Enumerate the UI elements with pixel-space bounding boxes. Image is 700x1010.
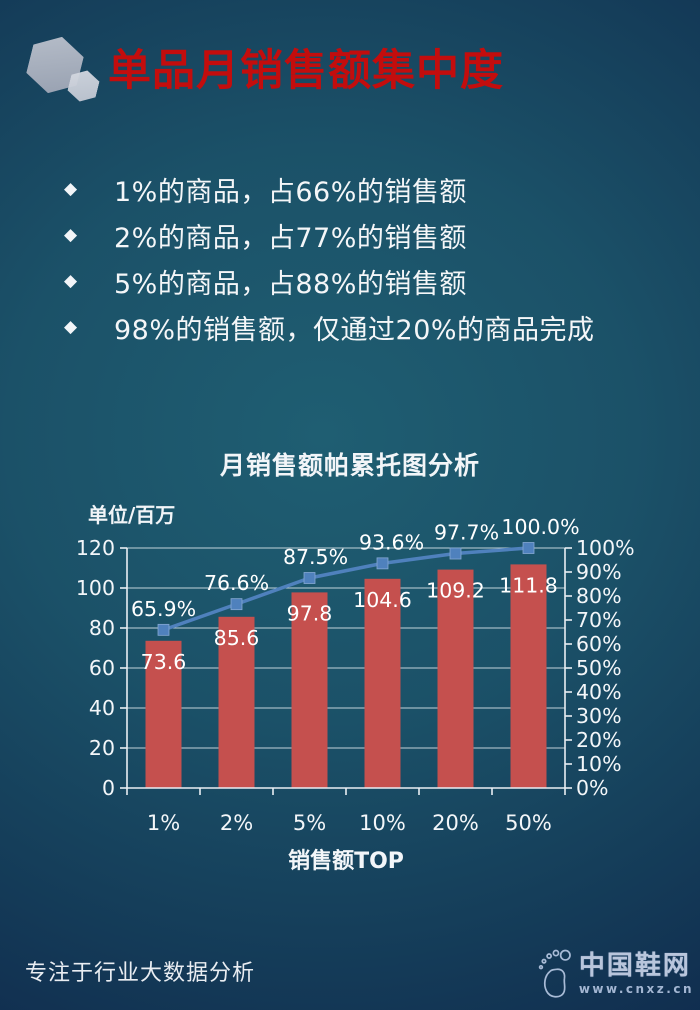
- left-tick-label: 20: [89, 736, 115, 760]
- hexagon-logo-icon: [26, 34, 104, 104]
- list-item: ◆ 1%的商品，占66%的销售额: [64, 174, 664, 208]
- right-tick-label: 20%: [576, 728, 622, 752]
- left-tick-label: 80: [89, 616, 115, 640]
- x-category-label: 10%: [359, 811, 406, 835]
- percent-label: 87.5%: [283, 545, 348, 569]
- x-category-label: 50%: [505, 811, 552, 835]
- pareto-chart: 73.6 85.6 97.8 104.6 109.2 111.8 0 20 40 60 80 100 1…: [76, 515, 635, 874]
- chart-title: 月销售额帕累托图分析: [219, 451, 480, 480]
- diamond-bullet-icon: ◆: [64, 316, 78, 337]
- y-axis-unit-label: 单位/百万: [88, 503, 176, 527]
- list-item: ◆ 5%的商品，占88%的销售额: [64, 266, 664, 300]
- line-marker: [449, 547, 462, 560]
- line-marker: [303, 572, 316, 584]
- bar-2%: [218, 616, 255, 788]
- percent-label: 76.6%: [204, 571, 269, 595]
- bar-50%: [510, 564, 547, 788]
- key-facts-list: ◆ 1%的商品，占66%的销售额 ◆ 2%的商品，占77%的销售额 ◆ 5%的商…: [64, 174, 664, 358]
- list-item: ◆ 98%的销售额，仅通过20%的商品完成: [64, 312, 664, 346]
- percent-label: 65.9%: [131, 597, 196, 621]
- list-item: ◆ 2%的商品，占77%的销售额: [64, 220, 664, 254]
- right-tick-label: 90%: [576, 560, 622, 584]
- bar-value-label: 109.2: [426, 579, 485, 603]
- right-tick-label: 80%: [576, 584, 622, 608]
- percent-label: 97.7%: [434, 521, 499, 545]
- cumulative-line: [162, 546, 529, 632]
- diamond-bullet-icon: ◆: [64, 270, 78, 291]
- percent-label: 93.6%: [359, 530, 424, 554]
- right-tick-label: 30%: [576, 704, 622, 728]
- bar-5%: [291, 592, 328, 788]
- left-tick-label: 40: [89, 696, 115, 720]
- brand-text-block: 中国鞋网 www.cnxz.cn: [579, 952, 694, 997]
- x-category-label: 1%: [147, 811, 180, 835]
- bullet-text: 98%的销售额，仅通过20%的商品完成: [114, 314, 595, 346]
- bar-value-label: 97.8: [287, 601, 333, 625]
- footer-tagline: 专注于行业大数据分析: [25, 961, 256, 986]
- x-axis-title: 销售额TOP: [288, 848, 404, 874]
- brand-url: www.cnxz.cn: [578, 982, 694, 997]
- page-title: 单品月销售额集中度: [108, 46, 504, 96]
- bar-1%: [145, 640, 182, 788]
- bullet-text: 5%的商品，占88%的销售额: [114, 268, 467, 300]
- bullet-text: 1%的商品，占66%的销售额: [114, 176, 467, 208]
- bar-20%: [437, 569, 474, 788]
- right-tick-label: 60%: [576, 632, 622, 656]
- diamond-bullet-icon: ◆: [64, 224, 78, 245]
- left-tick-label: 100: [76, 576, 115, 600]
- x-category-label: 20%: [432, 811, 479, 835]
- right-tick-label: 10%: [576, 752, 622, 776]
- right-tick-label: 50%: [576, 656, 622, 680]
- bar-value-label: 111.8: [499, 573, 558, 597]
- bar-value-label: 104.6: [353, 588, 412, 612]
- line-marker: [157, 623, 170, 636]
- line-marker: [522, 542, 535, 554]
- bar-10%: [364, 578, 401, 788]
- diamond-bullet-icon: ◆: [64, 178, 78, 199]
- brand-name: 中国鞋网: [578, 950, 691, 981]
- right-tick-label: 70%: [576, 608, 622, 632]
- brand-logo: 中国鞋网 www.cnxz.cn: [538, 942, 694, 1006]
- x-category-label: 5%: [293, 811, 326, 835]
- right-tick-label: 40%: [576, 680, 622, 704]
- footprint-icon: [538, 949, 571, 998]
- right-tick-label: 0%: [576, 776, 609, 800]
- bar-value-label: 85.6: [214, 626, 260, 650]
- bar-value-label: 73.6: [141, 650, 187, 674]
- left-tick-label: 0: [102, 776, 115, 800]
- left-tick-label: 60: [89, 656, 115, 680]
- line-marker: [230, 598, 243, 611]
- bullet-text: 2%的商品，占77%的销售额: [114, 222, 467, 254]
- right-tick-label: 100%: [576, 536, 635, 560]
- x-category-label: 2%: [220, 811, 253, 835]
- percent-label: 100.0%: [501, 515, 579, 539]
- left-tick-label: 120: [76, 536, 115, 560]
- line-marker: [376, 557, 389, 570]
